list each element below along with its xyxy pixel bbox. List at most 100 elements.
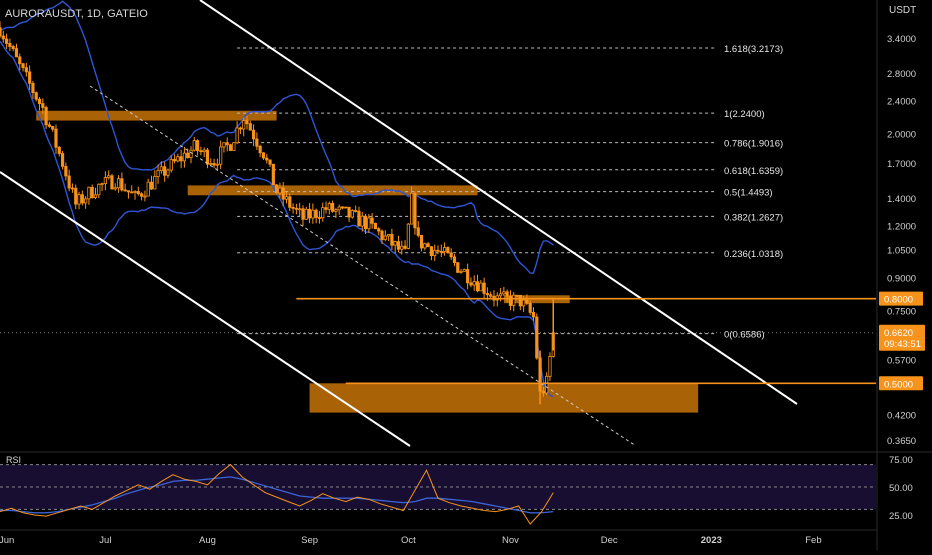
level-tag-1 [879,376,923,391]
candle-body [370,217,374,224]
fib-label-7: 0(0.6586) [724,330,765,341]
time-tick-0: Jun [0,535,14,546]
time-tick-6: Dec [601,535,618,546]
channel-layer [0,0,798,447]
candle-body [294,207,298,210]
price-tick-5: 1.4000 [887,194,916,205]
candle-body [70,187,75,190]
candle-body [113,187,117,190]
candle-body [479,282,483,292]
candle-body [314,209,318,218]
candle-body [390,233,394,246]
candle-body [331,203,335,212]
candle-body [166,169,170,176]
rsi-pane [0,463,876,525]
price-tick-10: 0.5700 [887,356,916,367]
candle-body [169,159,173,171]
candle-body [31,82,35,93]
candle-body [28,71,32,84]
level-tag-label-1: 0.5000 [884,379,913,390]
candle-body [383,235,387,240]
candle-body [400,245,404,250]
candle-body [176,156,180,162]
candle-body [413,192,417,229]
channel-lower [0,171,411,447]
candle-body [528,303,532,313]
candle-body [449,252,453,258]
candle-body [548,356,552,377]
current-price-tag [879,324,925,351]
candle-body [163,166,167,176]
candle-body [531,312,536,318]
candle-body [156,170,160,177]
rsi-ma-line [0,476,554,514]
candle-body [251,129,256,140]
candle-body [367,217,371,230]
candle-body [324,207,328,210]
candle-body [423,243,427,249]
candle-body [304,208,308,220]
candle-body [327,203,331,210]
candle-body [380,230,384,240]
candle-body [195,140,200,152]
candle-body [21,63,25,69]
fib-label-5: 0.382(1.2627) [724,212,783,223]
bollinger-upper [0,0,554,274]
candle-body [452,256,457,264]
candle-body [518,294,522,307]
candle-body [535,316,539,359]
level-tag-label-0: 0.8000 [884,295,913,306]
candle-body [140,193,144,197]
candle-body [149,181,154,190]
candle-body [90,186,94,198]
candle-body [307,208,312,219]
price-tick-3: 2.0000 [887,130,916,141]
candle-body [275,184,279,194]
candle-body [242,120,246,130]
candle-body [396,241,401,250]
zone-1 [36,110,277,121]
candle-body [189,149,193,159]
candle-body [77,194,81,205]
candle-body [334,209,338,212]
candle-body [60,153,65,167]
candle-body [525,299,529,304]
candle-body [466,269,470,284]
candle-body [373,222,378,230]
candle-body [153,176,157,190]
candle-body [281,187,285,200]
time-tick-1: Jul [99,535,111,546]
candle-body [311,209,315,219]
currency-label: USDT [889,5,916,16]
candle-body [433,249,437,257]
candle-body [363,215,368,230]
candle-body [4,38,9,44]
candle-body [354,210,358,212]
candle-body [100,183,104,185]
axes-layer: 3.4000 2.8000 2.4000 2.0000 1.7000 1.4000 1.20… [0,34,916,546]
candle-body [498,293,503,297]
time-tick-7: 2023 [701,535,722,546]
zone-layer [36,110,699,413]
candle-body [482,282,486,294]
candle-body [143,195,147,198]
candle-body [67,175,71,189]
time-tick-8: Feb [805,535,821,546]
channel-upper [199,0,798,405]
candle-body [337,206,341,211]
candle-body [80,194,84,204]
candle-body [44,107,48,126]
candle-body [442,247,447,252]
candle-body [24,67,28,73]
candle-body [219,146,223,165]
candle-body [120,178,124,191]
candle-body [103,177,107,184]
candle-body [288,196,292,208]
candle-body [248,123,252,131]
candle-body [419,234,424,249]
rsi-line [0,463,554,525]
candle-body [1,35,5,40]
fibonacci-layer: 1.618(3.2173) 1(2.2400) 0.786(1.9016) 0.618… [0,44,876,341]
